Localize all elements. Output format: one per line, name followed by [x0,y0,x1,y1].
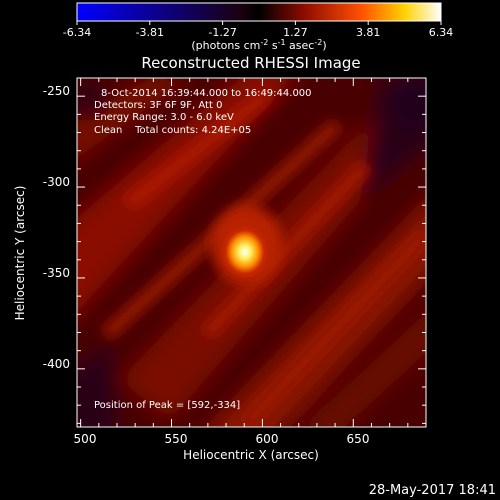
x-tick-label-500: 500 [74,432,97,446]
colorbar-unit-label: (photons cm-2 s-1 asec-2) [191,38,326,52]
annotation-clean-counts: Clean Total counts: 4.24E+05 [94,125,251,136]
colorbar-tick-label-1: -3.81 [136,26,164,39]
peak-source [220,224,269,279]
colorbar [76,2,442,22]
y-tick-label-300: -300 [43,175,70,189]
chart-title: Reconstructed RHESSI Image [141,54,360,72]
x-tick-label-550: 550 [165,432,188,446]
y-tick-label-250: -250 [43,84,70,98]
colorbar-ticks [76,21,442,25]
peak-position-label: Position of Peak = [592,-334] [94,400,240,411]
colorbar-tick-label-4: 3.81 [356,26,381,39]
x-tick-label-600: 600 [256,432,279,446]
x-axis-ticks [80,78,427,427]
y-tick-label-400: -400 [43,357,70,371]
colorbar-tick-label-2: -1.27 [208,26,236,39]
image-plot-area [77,78,426,427]
y-axis-label: Heliocentric Y (arcsec) [13,186,27,321]
colorbar-tick-label-3: 1.27 [283,26,308,39]
x-tick-label-650: 650 [347,432,370,446]
x-axis-label: Heliocentric X (arcsec) [183,448,319,462]
annotation-detectors: Detectors: 3F 6F 9F, Att 0 [94,100,222,111]
colorbar-tick-label-5: 6.34 [429,26,454,39]
plot-frame [76,77,427,428]
y-tick-label-350: -350 [43,266,70,280]
date-stamp: 28-May-2017 18:41 [369,483,496,498]
annotation-time-range: 8-Oct-2014 16:39:44.000 to 16:49:44.000 [101,88,312,99]
annotation-energy-range: Energy Range: 3.0 - 6.0 keV [94,112,234,123]
colorbar-tick-label-0: -6.34 [63,26,91,39]
y-axis-ticks [77,77,426,424]
